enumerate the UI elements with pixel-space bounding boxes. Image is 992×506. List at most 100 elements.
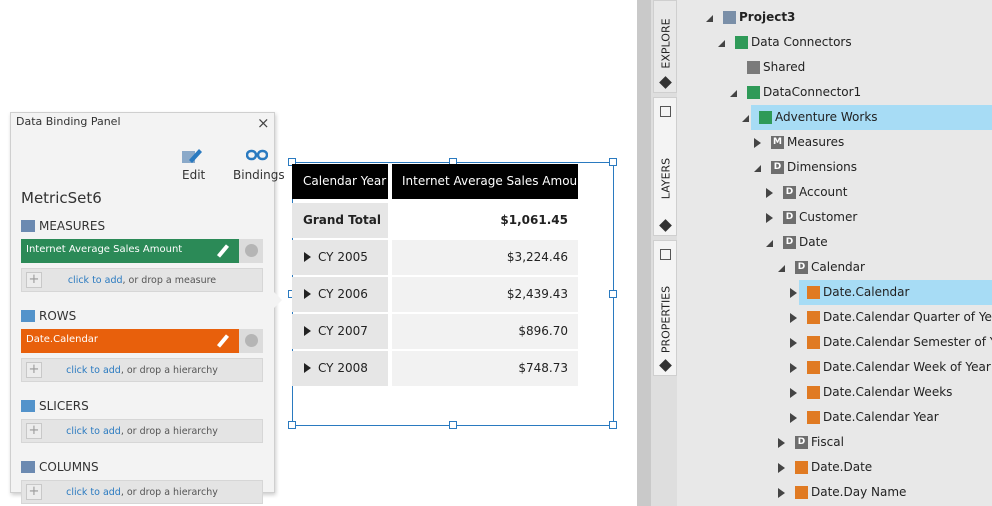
tree-row[interactable]: DataConnector1 [677, 80, 992, 105]
row-header-cell[interactable]: CY 2008 [292, 351, 388, 386]
value-text: $1,061.45 [500, 213, 568, 227]
expand-arrow[interactable] [730, 90, 737, 97]
resize-handle[interactable] [288, 421, 296, 429]
expand-arrow[interactable] [790, 413, 797, 423]
section-title: SLICERS [39, 399, 89, 413]
value-text: $748.73 [518, 361, 568, 375]
tree-row[interactable]: Data Connectors [677, 30, 992, 55]
remove-icon[interactable] [245, 244, 258, 257]
close-button[interactable]: × [257, 114, 270, 132]
tree-label: Date.Calendar [823, 285, 910, 299]
header-text: Internet Average Sales Amount [402, 174, 590, 188]
tree-row[interactable]: Date.Day Name [677, 480, 992, 505]
tree-row[interactable]: Adventure Works [677, 105, 992, 130]
expand-arrow[interactable] [742, 115, 749, 122]
expand-arrow[interactable] [766, 240, 773, 247]
tree-label: Date.Calendar Quarter of Year [823, 310, 992, 324]
expand-arrow[interactable] [304, 363, 311, 373]
edit-icon[interactable] [216, 244, 230, 258]
drop-zone[interactable]: + click to add, or drop a measure [21, 268, 263, 292]
side-tab[interactable]: PROPERTIES [653, 240, 677, 376]
expand-arrow[interactable] [790, 288, 797, 298]
expand-arrow[interactable] [766, 188, 773, 198]
tree-row[interactable]: Date.Date [677, 455, 992, 480]
bound-field[interactable]: Internet Average Sales Amount [21, 239, 263, 263]
resize-handle[interactable] [609, 421, 617, 429]
tree-row[interactable]: Date.Calendar Year [677, 405, 992, 430]
add-icon[interactable]: + [26, 423, 42, 439]
row-header-cell[interactable]: CY 2007 [292, 314, 388, 349]
expand-arrow[interactable] [304, 326, 311, 336]
tree-row[interactable]: D Calendar [677, 255, 992, 280]
row-header-text: CY 2006 [318, 287, 368, 301]
row-header-cell[interactable]: CY 2006 [292, 277, 388, 312]
expand-arrow[interactable] [790, 363, 797, 373]
tab-icon [660, 106, 671, 117]
resize-handle[interactable] [449, 421, 457, 429]
drop-zone[interactable]: + click to add, or drop a hierarchy [21, 358, 263, 382]
tree-icon: D [783, 186, 796, 199]
add-icon[interactable]: + [26, 362, 42, 378]
tree-row[interactable]: Date.Calendar Week of Year [677, 355, 992, 380]
add-icon[interactable]: + [26, 484, 42, 500]
add-link[interactable]: click to add [67, 275, 123, 286]
tree-row[interactable]: Date.Calendar [677, 280, 992, 305]
add-link[interactable]: click to add [66, 426, 121, 437]
side-tab[interactable]: LAYERS [653, 97, 677, 236]
expand-arrow[interactable] [790, 388, 797, 398]
edit-icon[interactable] [216, 334, 230, 348]
tree-icon [807, 386, 820, 399]
resize-handle[interactable] [609, 290, 617, 298]
selection-highlight [799, 280, 992, 305]
tree-row[interactable]: Date.Calendar Weeks [677, 380, 992, 405]
tree-row[interactable]: D Date [677, 230, 992, 255]
expand-arrow[interactable] [304, 252, 311, 262]
tree-label: Date.Calendar Weeks [823, 385, 953, 399]
expand-arrow[interactable] [706, 15, 713, 22]
tree-row[interactable]: Project3 [677, 5, 992, 30]
expand-arrow[interactable] [754, 138, 761, 148]
expand-arrow[interactable] [778, 438, 785, 448]
expand-arrow[interactable] [790, 338, 797, 348]
tree-row[interactable]: Date.Calendar Semester of Year [677, 330, 992, 355]
expand-arrow[interactable] [718, 40, 725, 47]
remove-icon[interactable] [245, 334, 258, 347]
resize-handle[interactable] [609, 158, 617, 166]
tree-icon: D [795, 261, 808, 274]
drop-zone[interactable]: + click to add, or drop a hierarchy [21, 419, 263, 443]
expand-arrow[interactable] [778, 463, 785, 473]
toolbar-label: Bindings [233, 168, 285, 182]
drop-zone[interactable]: + click to add, or drop a hierarchy [21, 480, 263, 504]
row-header-text: CY 2008 [318, 361, 368, 375]
tree-icon [747, 86, 760, 99]
tree-row[interactable]: D Account [677, 180, 992, 205]
tree-row[interactable]: Date.Calendar Quarter of Year [677, 305, 992, 330]
expand-arrow[interactable] [766, 213, 773, 223]
section-icon [21, 220, 35, 232]
add-link[interactable]: click to add [66, 487, 121, 498]
tree-row[interactable]: M Measures [677, 130, 992, 155]
bound-field[interactable]: Date.Calendar [21, 329, 263, 353]
expand-arrow[interactable] [754, 165, 761, 172]
section-icon [21, 400, 35, 412]
toolbar-button[interactable]: Bindings [233, 147, 285, 187]
side-tab[interactable]: EXPLORE [653, 0, 677, 93]
expand-arrow[interactable] [778, 488, 785, 498]
tree-row[interactable]: D Customer [677, 205, 992, 230]
expand-arrow[interactable] [778, 265, 785, 272]
add-icon[interactable]: + [26, 272, 42, 288]
header-cell: Internet Average Sales Amount [392, 164, 589, 199]
expand-arrow[interactable] [304, 289, 311, 299]
toolbar-button[interactable]: Edit [181, 147, 205, 187]
tree-row[interactable]: Shared [677, 55, 992, 80]
add-link[interactable]: click to add [66, 365, 121, 376]
expand-arrow[interactable] [790, 313, 797, 323]
tree-icon [723, 11, 736, 24]
tree-row[interactable]: D Fiscal [677, 430, 992, 455]
tree-row[interactable]: D Dimensions [677, 155, 992, 180]
bound-field-label: Date.Calendar [26, 334, 99, 345]
tree-panel [677, 0, 992, 506]
toolbar-icon [245, 147, 269, 169]
row-header-cell[interactable]: CY 2005 [292, 240, 388, 275]
